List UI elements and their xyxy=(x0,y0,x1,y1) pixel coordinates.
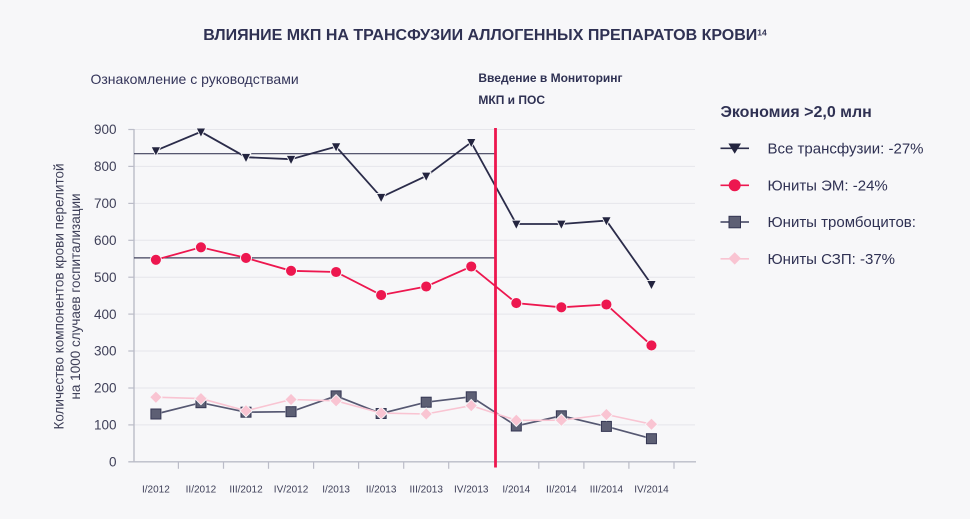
svg-text:Юниты тромбоцитов:: Юниты тромбоцитов: xyxy=(768,214,916,231)
svg-text:400: 400 xyxy=(94,307,117,322)
svg-text:I/2012: I/2012 xyxy=(142,485,170,496)
svg-text:I/2013: I/2013 xyxy=(322,485,350,496)
svg-text:на 1000 случаев госпитализации: на 1000 случаев госпитализации xyxy=(68,193,83,399)
svg-text:Количество компонентов крови п: Количество компонентов крови перелитой xyxy=(52,163,67,429)
svg-text:III/2014: III/2014 xyxy=(590,485,624,496)
svg-text:600: 600 xyxy=(94,233,117,248)
svg-text:II/2013: II/2013 xyxy=(366,485,397,496)
svg-text:МКП и ПОС: МКП и ПОС xyxy=(478,93,545,107)
svg-text:200: 200 xyxy=(94,381,117,396)
svg-text:ВЛИЯНИЕ МКП НА ТРАНСФУЗИИ АЛЛО: ВЛИЯНИЕ МКП НА ТРАНСФУЗИИ АЛЛОГЕННЫХ ПРЕ… xyxy=(203,27,767,44)
svg-text:II/2014: II/2014 xyxy=(546,485,577,496)
svg-text:Экономия >2,0 млн: Экономия >2,0 млн xyxy=(721,104,872,121)
svg-text:800: 800 xyxy=(94,159,117,174)
svg-text:900: 900 xyxy=(94,122,117,137)
svg-text:III/2013: III/2013 xyxy=(410,485,444,496)
svg-text:Все трансфузии: -27%: Все трансфузии: -27% xyxy=(768,141,924,158)
svg-text:I/2014: I/2014 xyxy=(502,485,530,496)
svg-text:300: 300 xyxy=(94,344,117,359)
svg-text:III/2012: III/2012 xyxy=(229,485,263,496)
svg-text:II/2012: II/2012 xyxy=(186,485,217,496)
svg-text:Ознакомление с руководствами: Ознакомление с руководствами xyxy=(91,71,299,87)
svg-text:IV/2012: IV/2012 xyxy=(274,485,309,496)
svg-text:700: 700 xyxy=(94,196,117,211)
svg-text:0: 0 xyxy=(109,455,117,470)
svg-text:IV/2013: IV/2013 xyxy=(454,485,489,496)
svg-text:IV/2014: IV/2014 xyxy=(634,485,669,496)
svg-text:500: 500 xyxy=(94,270,117,285)
svg-text:Юниты СЗП: -37%: Юниты СЗП: -37% xyxy=(768,251,896,268)
svg-text:Введение в Мониторинг: Введение в Мониторинг xyxy=(478,71,622,85)
svg-text:100: 100 xyxy=(94,418,117,433)
svg-text:Юниты ЭМ: -24%: Юниты ЭМ: -24% xyxy=(768,178,888,195)
